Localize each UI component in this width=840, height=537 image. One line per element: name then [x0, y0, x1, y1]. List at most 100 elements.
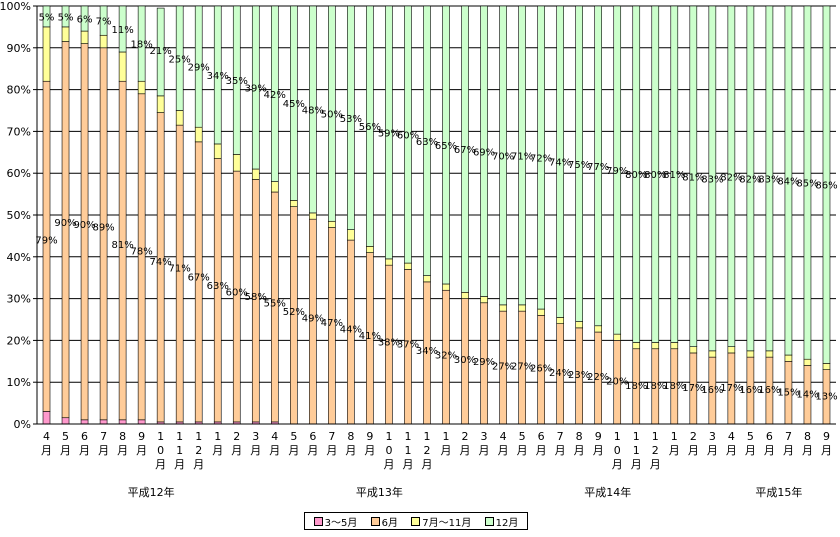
x-tick-label: 1 [671, 430, 678, 443]
x-tick-label: 月 [364, 444, 375, 457]
bar-segment [537, 308, 545, 316]
x-tick-label: 3 [481, 430, 488, 443]
data-label-june: 14% [796, 390, 818, 401]
x-tick-label: 月 [726, 444, 737, 457]
bar-segment [556, 317, 564, 324]
legend-swatch-jun [370, 516, 380, 526]
data-label-june: 16% [739, 385, 761, 396]
bar-segment [594, 325, 603, 333]
x-tick-label: 月 [479, 444, 490, 457]
data-label-december: 81% [682, 172, 704, 183]
x-tick-label: 9 [366, 430, 373, 443]
x-tick-label: 月 [326, 444, 337, 457]
legend-item-mar-may: 3～5月 [313, 514, 357, 529]
data-label-december: 45% [283, 99, 305, 110]
x-tick-label: 月 [783, 444, 794, 457]
x-tick-label: 9 [595, 430, 602, 443]
x-tick-label: 月 [117, 444, 128, 457]
x-tick-label: 9 [138, 430, 145, 443]
data-label-december: 84% [777, 177, 799, 188]
data-label-june: 27% [492, 361, 514, 372]
data-label-december: 83% [701, 174, 723, 185]
x-tick-label: 月 [383, 458, 394, 471]
data-label-june: 17% [682, 383, 704, 394]
year-group-label: 平成12年 [128, 485, 175, 499]
data-label-june: 34% [416, 346, 438, 357]
bar-segment [347, 5, 355, 230]
bar-segment [232, 154, 241, 172]
year-group-label: 平成14年 [584, 485, 631, 499]
bar-segment [404, 5, 412, 264]
data-label-december: 39% [245, 84, 267, 95]
data-label-june: 22% [587, 372, 609, 383]
data-label-december: 70% [492, 151, 514, 162]
legend-label-jun: 6月 [381, 517, 398, 529]
bar-segment [632, 342, 641, 350]
bar-segment [61, 5, 70, 28]
x-tick-label: 8 [119, 430, 126, 443]
bar-segment [270, 5, 279, 182]
data-label-june: 38% [378, 337, 400, 348]
data-label-june: 18% [644, 381, 666, 392]
x-tick-label: 1 [176, 430, 183, 443]
bar-segment [99, 419, 108, 425]
bar-segment [575, 321, 583, 329]
x-tick-label: 7 [557, 430, 564, 443]
bar-segment [803, 358, 812, 366]
y-tick-label: 60% [7, 167, 31, 180]
x-tick-label: 1 [385, 430, 392, 443]
data-label-december: 11% [111, 25, 133, 36]
bar-segment [232, 5, 241, 155]
data-label-december: 53% [340, 114, 362, 125]
bar-segment [290, 5, 298, 201]
x-tick-label: 5 [290, 430, 297, 443]
x-tick-label: 5 [62, 430, 69, 443]
data-label-june: 18% [663, 381, 685, 392]
x-tick-label: 月 [231, 444, 242, 457]
x-tick-label: 月 [688, 444, 699, 457]
data-label-december: 83% [758, 174, 780, 185]
y-tick-label: 0% [14, 418, 31, 431]
bar-segment [251, 168, 260, 180]
x-tick-label: 月 [307, 444, 318, 457]
data-label-june: 60% [226, 287, 248, 298]
data-label-june: 55% [264, 298, 286, 309]
data-label-june: 32% [435, 350, 457, 361]
data-label-june: 58% [245, 292, 267, 303]
data-label-june: 37% [397, 340, 419, 351]
data-label-december: 18% [131, 40, 153, 51]
x-tick-label: 月 [174, 458, 185, 471]
bar-segment [80, 5, 89, 32]
bar-segment [404, 262, 412, 270]
bar-segment [423, 275, 431, 283]
x-tick-label: 1 [633, 444, 640, 457]
bar-segment [651, 5, 660, 343]
bar-segment [746, 5, 755, 352]
bar-segment [194, 5, 203, 128]
bar-segment [822, 5, 831, 364]
bar-segment [442, 283, 450, 291]
bar-segment [328, 220, 336, 228]
data-label-june: 20% [606, 377, 628, 388]
bar-segment [99, 5, 108, 36]
x-tick-label: 5 [519, 430, 526, 443]
bar-segment [61, 26, 70, 42]
data-label-december: 6% [77, 15, 93, 26]
x-tick-label: 月 [193, 458, 204, 471]
x-tick-label: 月 [269, 444, 280, 457]
x-tick-label: 4 [728, 430, 735, 443]
bar-segment [156, 95, 165, 113]
data-label-december: 75% [568, 160, 590, 171]
x-tick-label: 2 [652, 444, 659, 457]
bar-segment [80, 43, 89, 421]
x-tick-label: 2 [423, 444, 430, 457]
x-tick-label: 月 [669, 444, 680, 457]
x-tick-label: 6 [309, 430, 316, 443]
x-tick-label: 月 [536, 444, 547, 457]
bar-segment [347, 229, 355, 241]
bar-segment [213, 5, 222, 145]
data-label-december: 86% [815, 181, 837, 192]
bar-segment [765, 350, 774, 358]
data-label-december: 34% [207, 71, 229, 82]
